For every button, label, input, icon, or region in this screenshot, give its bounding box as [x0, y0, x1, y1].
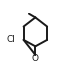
Text: Cl: Cl	[7, 35, 16, 44]
Text: O: O	[32, 54, 39, 63]
